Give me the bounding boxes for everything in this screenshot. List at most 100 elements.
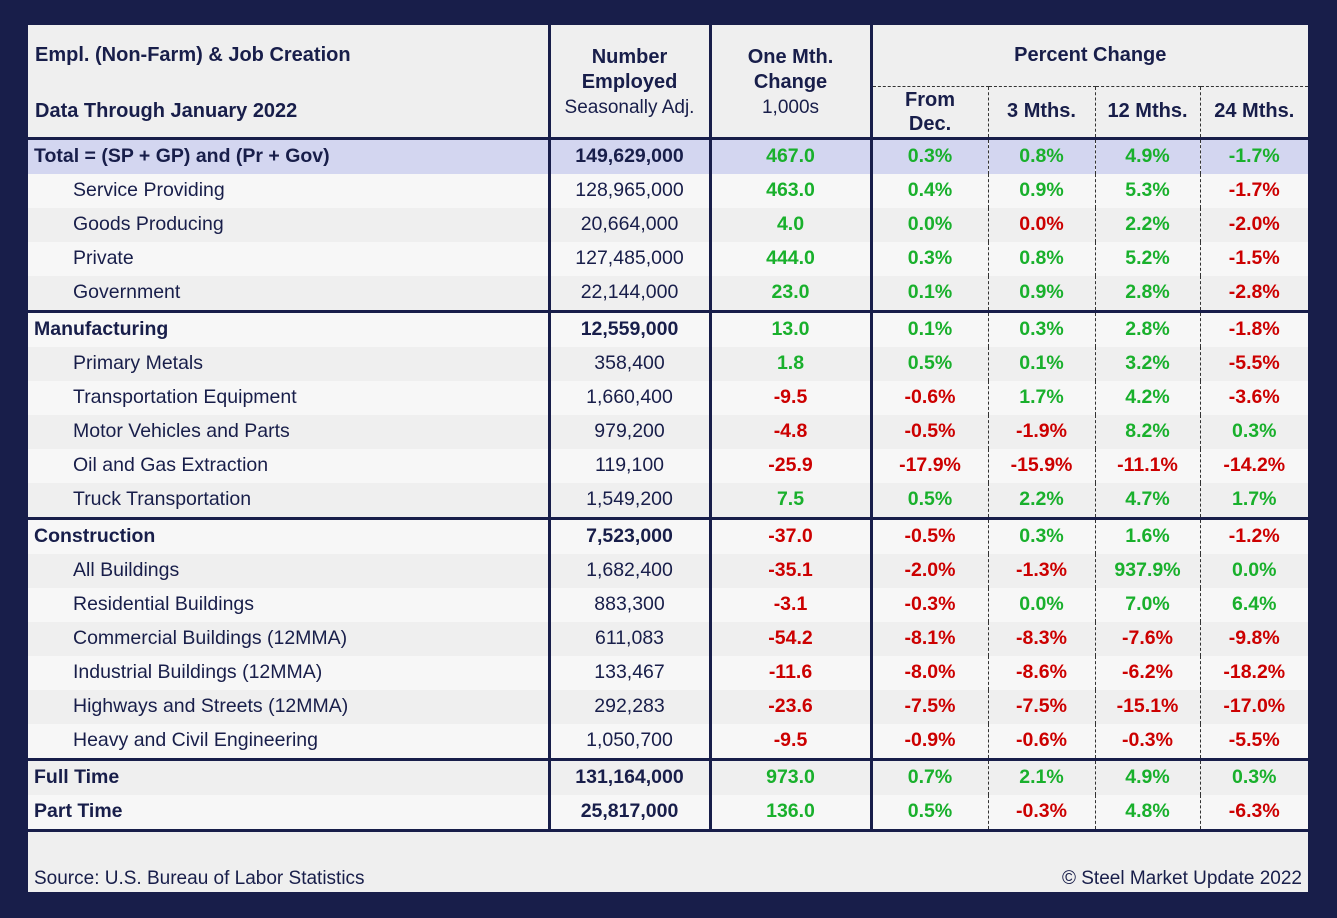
3-months-cell: 0.3% xyxy=(987,309,1095,347)
24-months-cell: -1.7% xyxy=(1199,173,1309,208)
12-months-cell: 937.9% xyxy=(1094,553,1200,588)
12-months-cell: 2.8% xyxy=(1094,275,1200,311)
12-months-cell: 8.2% xyxy=(1094,414,1200,449)
24-months-cell: -2.0% xyxy=(1199,207,1309,242)
row-label: Construction xyxy=(28,516,549,554)
from-dec-cell: 0.3% xyxy=(869,136,988,174)
3-months-header: 3 Mths. xyxy=(987,85,1095,138)
from-dec-cell: 0.0% xyxy=(869,207,988,242)
one-month-change-cell: -9.5 xyxy=(708,380,871,415)
one-month-change-header: One Mth. Change 1,000s xyxy=(708,25,871,138)
from-dec-cell: 0.5% xyxy=(869,482,988,518)
12-months-cell: -7.6% xyxy=(1094,621,1200,656)
from-dec-cell: -17.9% xyxy=(869,448,988,483)
one-month-change-cell: -11.6 xyxy=(708,655,871,690)
3-months-cell: 0.0% xyxy=(987,587,1095,622)
number-employed-cell: 22,144,000 xyxy=(547,275,710,311)
one-month-change-cell: -9.5 xyxy=(708,723,871,759)
24-months-cell: -5.5% xyxy=(1199,723,1309,759)
number-employed-cell: 119,100 xyxy=(547,448,710,483)
row-label: Service Providing xyxy=(28,173,549,208)
number-employed-cell: 131,164,000 xyxy=(547,757,710,795)
row-label: Primary Metals xyxy=(73,352,204,374)
one-month-change-cell: 136.0 xyxy=(708,794,871,830)
3-months-cell: 0.9% xyxy=(987,275,1095,311)
table-row: Goods Producing 20,664,000 4.0 0.0% 0.0% 2.2%… xyxy=(28,207,1309,242)
3-months-cell: 0.1% xyxy=(987,346,1095,381)
24-months-cell: -18.2% xyxy=(1199,655,1309,690)
one-month-change-cell: 973.0 xyxy=(708,757,871,795)
from-dec-cell: -8.1% xyxy=(869,621,988,656)
table-row: Highways and Streets (12MMA) 292,283 -23.6… xyxy=(28,689,1309,724)
row-label: Highways and Streets (12MMA) xyxy=(73,695,349,717)
from-dec-cell: 0.3% xyxy=(869,241,988,276)
row-label: Commercial Buildings (12MMA) xyxy=(73,627,348,649)
24-months-cell: -14.2% xyxy=(1199,448,1309,483)
table-row: Heavy and Civil Engineering 1,050,700 -9.5… xyxy=(28,723,1309,759)
number-employed-cell: 127,485,000 xyxy=(547,241,710,276)
one-month-change-cell: 23.0 xyxy=(708,275,871,311)
row-label: Goods Producing xyxy=(73,213,224,235)
12-months-cell: 4.7% xyxy=(1094,482,1200,518)
one-month-change-cell: -37.0 xyxy=(708,516,871,554)
3-months-cell: -0.6% xyxy=(987,723,1095,759)
table-row: Government 22,144,000 23.0 0.1% 0.9% 2.8% -2.8… xyxy=(28,275,1309,311)
row-label: Residential Buildings xyxy=(28,587,549,622)
row-label: Motor Vehicles and Parts xyxy=(73,420,290,442)
row-label: Private xyxy=(28,241,549,276)
12-months-cell: 7.0% xyxy=(1094,587,1200,622)
one-month-change-cell: 467.0 xyxy=(708,136,871,174)
table-row: Part Time 25,817,000 136.0 0.5% -0.3% 4.8% -6.… xyxy=(28,794,1309,830)
from-dec-cell: 0.1% xyxy=(869,309,988,347)
12-months-cell: 1.6% xyxy=(1094,516,1200,554)
12-months-cell: 4.2% xyxy=(1094,380,1200,415)
table-title: Empl. (Non-Farm) & Job Creation xyxy=(35,44,351,66)
12-months-cell: 5.2% xyxy=(1094,241,1200,276)
one-month-change-cell: -54.2 xyxy=(708,621,871,656)
employment-table-panel: Empl. (Non-Farm) & Job Creation Number Em… xyxy=(28,25,1309,892)
row-label: Full Time xyxy=(28,757,549,795)
24-months-cell: -1.2% xyxy=(1199,516,1309,554)
number-employed-cell: 1,682,400 xyxy=(547,553,710,588)
one-month-change-cell: 4.0 xyxy=(708,207,871,242)
3-months-cell: -8.3% xyxy=(987,621,1095,656)
12-months-cell: 2.2% xyxy=(1094,207,1200,242)
12-months-cell: 3.2% xyxy=(1094,346,1200,381)
percent-change-header: Percent Change xyxy=(869,25,1309,86)
number-employed-cell: 611,083 xyxy=(547,621,710,656)
from-dec-cell: -0.3% xyxy=(869,587,988,622)
row-label: Heavy and Civil Engineering xyxy=(28,723,549,759)
row-label: Total = (SP + GP) and (Pr + Gov) xyxy=(28,136,549,174)
from-dec-cell: -0.5% xyxy=(869,516,988,554)
24-months-cell: 0.3% xyxy=(1199,414,1309,449)
24-months-cell: -1.8% xyxy=(1199,309,1309,347)
table-row: Construction 7,523,000 -37.0 -0.5% 0.3% 1.6% -… xyxy=(28,516,1309,554)
3-months-cell: -1.3% xyxy=(987,553,1095,588)
3-months-cell: 0.9% xyxy=(987,173,1095,208)
source-note: Source: U.S. Bureau of Labor Statistics xyxy=(34,868,365,889)
24-months-cell: -3.6% xyxy=(1199,380,1309,415)
one-month-change-cell: -4.8 xyxy=(708,414,871,449)
24-months-cell: -5.5% xyxy=(1199,346,1309,381)
table-row: Full Time 131,164,000 973.0 0.7% 2.1% 4.9% 0.3… xyxy=(28,757,1309,795)
number-employed-cell: 149,629,000 xyxy=(547,136,710,174)
12-months-cell: 5.3% xyxy=(1094,173,1200,208)
3-months-cell: 0.0% xyxy=(987,207,1095,242)
24-months-cell: -17.0% xyxy=(1199,689,1309,724)
24-months-cell: -6.3% xyxy=(1199,794,1309,830)
24-months-header: 24 Mths. xyxy=(1199,85,1309,138)
number-employed-cell: 979,200 xyxy=(547,414,710,449)
row-label: All Buildings xyxy=(73,559,180,581)
from-dec-cell: -7.5% xyxy=(869,689,988,724)
one-month-change-cell: 7.5 xyxy=(708,482,871,518)
table-row: Oil and Gas Extraction 119,100 -25.9 -17.9%… xyxy=(28,448,1309,483)
from-dec-cell: 0.1% xyxy=(869,275,988,311)
one-month-change-cell: 13.0 xyxy=(708,309,871,347)
3-months-cell: -8.6% xyxy=(987,655,1095,690)
12-months-cell: 4.8% xyxy=(1094,794,1200,830)
24-months-cell: 1.7% xyxy=(1199,482,1309,518)
from-dec-cell: 0.5% xyxy=(869,794,988,830)
table-row: Manufacturing 12,559,000 13.0 0.1% 0.3% 2.8% -… xyxy=(28,309,1309,347)
number-employed-cell: 292,283 xyxy=(547,689,710,724)
table-row: Total = (SP + GP) and (Pr + Gov) 149,629,… xyxy=(28,136,1309,174)
